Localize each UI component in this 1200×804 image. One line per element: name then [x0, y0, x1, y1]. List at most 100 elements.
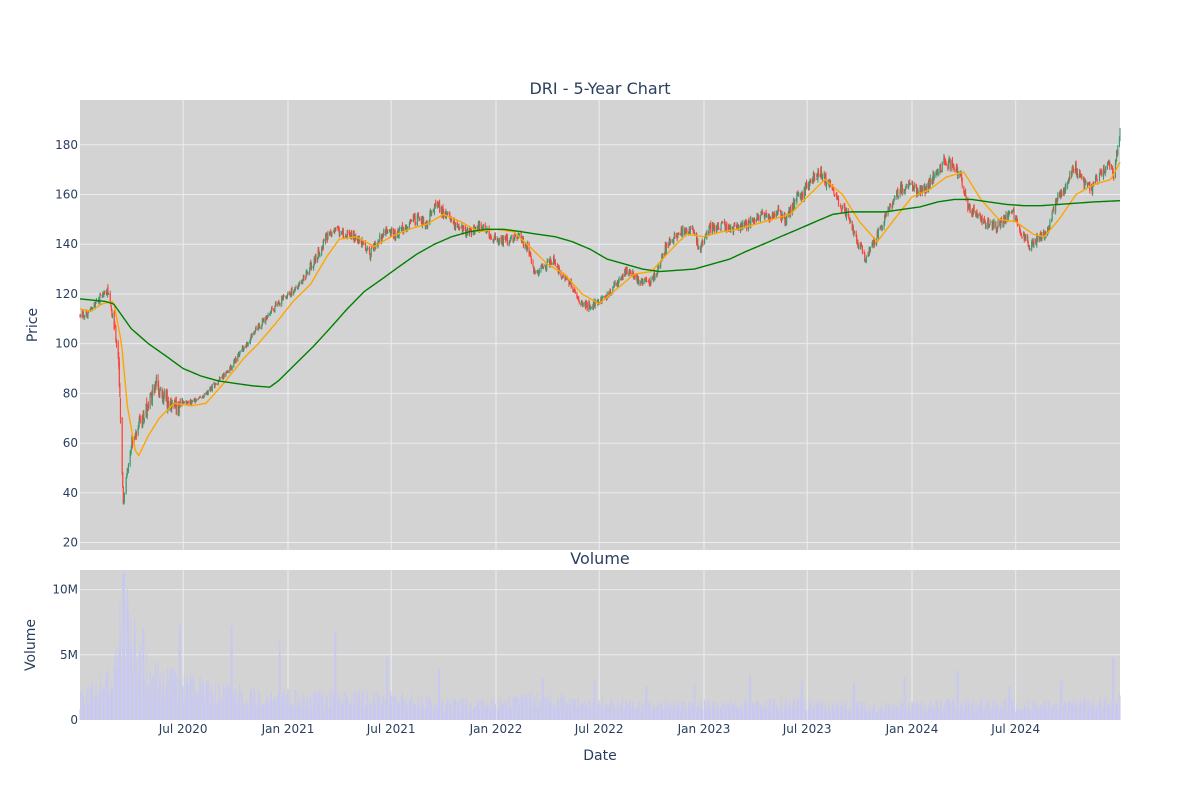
- volume-bar: [682, 700, 683, 720]
- volume-bar: [184, 675, 185, 720]
- candlestick: [363, 242, 364, 245]
- volume-bar: [387, 657, 388, 720]
- candlestick-body: [411, 221, 412, 222]
- candlestick-body: [495, 235, 496, 240]
- candlestick: [423, 217, 424, 226]
- volume-bar: [256, 706, 257, 720]
- candlestick-body: [159, 390, 160, 396]
- candlestick: [256, 325, 257, 330]
- volume-bar: [355, 693, 356, 720]
- candlestick: [1072, 167, 1073, 177]
- volume-bar: [559, 708, 560, 720]
- candlestick: [331, 232, 332, 237]
- candlestick-body: [310, 263, 311, 269]
- volume-bar: [706, 702, 707, 720]
- volume-bar: [595, 681, 596, 720]
- candlestick: [503, 235, 504, 246]
- candlestick: [148, 401, 149, 411]
- candlestick-body: [204, 394, 205, 396]
- volume-bar: [551, 701, 552, 720]
- candlestick: [262, 318, 263, 326]
- volume-bar: [327, 707, 328, 720]
- candlestick-body: [507, 237, 508, 245]
- volume-bar: [499, 701, 500, 720]
- candlestick: [898, 196, 899, 200]
- candlestick-body: [188, 401, 189, 402]
- candlestick-body: [1029, 249, 1030, 250]
- volume-bar: [639, 702, 640, 720]
- candlestick: [994, 219, 995, 229]
- candlestick: [136, 431, 137, 440]
- candlestick: [638, 280, 639, 286]
- candlestick: [780, 210, 781, 221]
- candlestick-body: [697, 240, 698, 248]
- candlestick-body: [760, 216, 761, 221]
- volume-bar: [303, 696, 304, 720]
- candlestick-body: [114, 327, 115, 328]
- candlestick-body: [88, 312, 89, 313]
- volume-bar: [375, 703, 376, 720]
- candlestick: [627, 267, 628, 275]
- candlestick-body: [275, 303, 276, 306]
- volume-bar: [232, 626, 233, 720]
- volume-bar: [391, 696, 392, 720]
- candlestick-body: [295, 289, 296, 291]
- candlestick-body: [666, 245, 667, 246]
- candlestick-body: [399, 228, 400, 229]
- candlestick-body: [976, 211, 977, 214]
- candlestick-body: [878, 229, 879, 238]
- candlestick-body: [994, 222, 995, 226]
- volume-bar: [164, 695, 165, 720]
- volume-bar: [459, 712, 460, 720]
- candlestick: [447, 211, 448, 215]
- candlestick-body: [122, 473, 123, 487]
- volume-bar: [248, 707, 249, 720]
- candlestick: [461, 226, 462, 229]
- candlestick-body: [866, 257, 867, 261]
- volume-bar: [619, 711, 620, 720]
- candlestick: [1025, 234, 1026, 241]
- volume-bar: [252, 700, 253, 720]
- candlestick-body: [1109, 161, 1110, 166]
- candlestick: [188, 401, 189, 403]
- candlestick-body: [583, 304, 584, 305]
- candlestick: [650, 276, 651, 285]
- candlestick: [579, 300, 580, 305]
- volume-bar: [311, 708, 312, 720]
- candlestick-body: [87, 313, 88, 317]
- candlestick-body: [220, 377, 221, 378]
- candlestick: [283, 295, 284, 297]
- candlestick: [591, 306, 592, 309]
- candlestick: [156, 375, 157, 387]
- volume-bar: [168, 678, 169, 720]
- candlestick: [942, 161, 943, 172]
- volume-bar: [862, 702, 863, 720]
- candlestick-body: [454, 220, 455, 227]
- volume-bar: [611, 698, 612, 720]
- candlestick-body: [485, 225, 486, 229]
- candlestick-body: [974, 206, 975, 212]
- candlestick: [841, 209, 842, 212]
- volume-bar: [555, 704, 556, 720]
- volume-bar: [515, 696, 516, 720]
- candlestick-body: [423, 218, 424, 224]
- volume-bar: [886, 713, 887, 720]
- candlestick-body: [650, 278, 651, 284]
- candlestick: [1037, 236, 1038, 242]
- volume-bar: [208, 680, 209, 720]
- volume-bar: [403, 702, 404, 720]
- candlestick-body: [758, 215, 759, 220]
- candlestick: [1013, 206, 1014, 221]
- candlestick: [926, 184, 927, 194]
- volume-bar: [315, 692, 316, 720]
- candlestick: [366, 250, 367, 254]
- volume-bar: [794, 697, 795, 720]
- candlestick-body: [1084, 181, 1085, 187]
- candlestick-body: [555, 259, 556, 266]
- candlestick: [902, 184, 903, 196]
- volume-bar: [88, 705, 89, 720]
- candlestick-body: [108, 294, 109, 295]
- candlestick-body: [435, 203, 436, 207]
- candlestick-body: [806, 183, 807, 189]
